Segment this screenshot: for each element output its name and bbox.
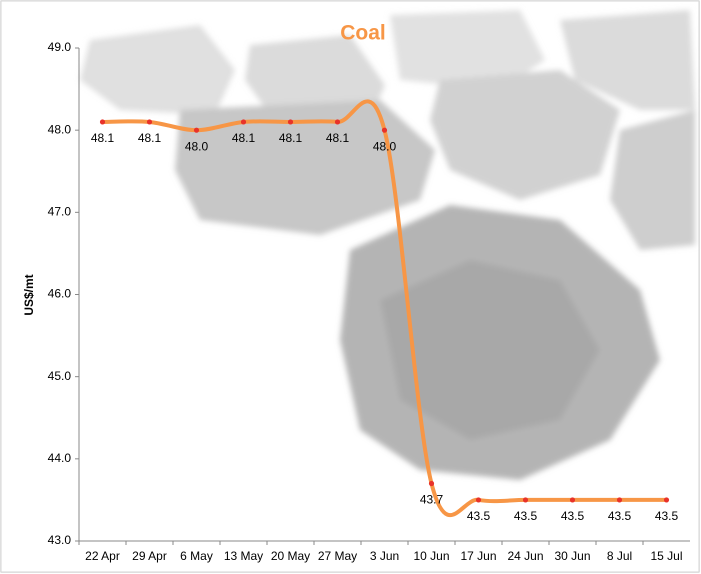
marker [428, 480, 435, 487]
marker [334, 119, 341, 125]
y-tick-label: 45.0 [48, 369, 72, 383]
x-tick-label: 15 Jul [650, 549, 682, 563]
marker [287, 119, 294, 125]
data-label: 43.5 [467, 509, 491, 523]
y-tick-label: 47.0 [48, 205, 72, 219]
x-tick-label: 30 Jun [554, 549, 590, 563]
data-label: 43.5 [514, 509, 538, 523]
data-label: 43.5 [655, 509, 679, 523]
data-label: 48.1 [232, 131, 256, 145]
marker [381, 127, 388, 133]
marker [569, 497, 576, 503]
marker [663, 497, 670, 503]
x-tick-label: 13 May [224, 549, 263, 563]
marker [522, 497, 529, 503]
x-tick-label: 17 Jun [460, 549, 496, 563]
y-tick-label: 49.0 [48, 40, 72, 54]
marker [146, 119, 153, 125]
chart-title: Coal [340, 22, 386, 45]
marker [99, 119, 106, 125]
data-label: 48.0 [373, 139, 397, 153]
marker [193, 127, 200, 133]
data-label: 43.7 [420, 493, 444, 507]
background-photo [80, 10, 695, 480]
x-tick-label: 20 May [271, 549, 310, 563]
line [102, 99, 667, 518]
x-tick-label: 10 Jun [413, 549, 449, 563]
y-tick-label: 44.0 [48, 451, 72, 465]
x-tick-label: 8 Jul [607, 549, 632, 563]
data-label: 48.0 [185, 139, 209, 153]
data-label: 43.5 [608, 509, 632, 523]
marker [616, 497, 623, 503]
x-tick-label: 27 May [318, 549, 357, 563]
data-label: 43.5 [561, 509, 585, 523]
x-tick-label: 22 Apr [85, 549, 120, 563]
x-tick-label: 24 Jun [507, 549, 543, 563]
x-tick-label: 29 Apr [132, 549, 167, 563]
x-tick-label: 3 Jun [370, 549, 399, 563]
y-tick-label: 46.0 [48, 287, 72, 301]
data-label: 48.1 [138, 131, 162, 145]
data-label: 48.1 [279, 131, 303, 145]
y-tick-label: 43.0 [48, 533, 72, 547]
marker [475, 497, 482, 503]
data-label: 48.1 [91, 131, 115, 145]
y-axis-label: US$/mt [22, 274, 36, 315]
marker [240, 119, 247, 125]
data-label: 48.1 [326, 131, 350, 145]
x-tick-label: 6 May [180, 549, 213, 563]
y-tick-label: 48.0 [48, 122, 72, 136]
